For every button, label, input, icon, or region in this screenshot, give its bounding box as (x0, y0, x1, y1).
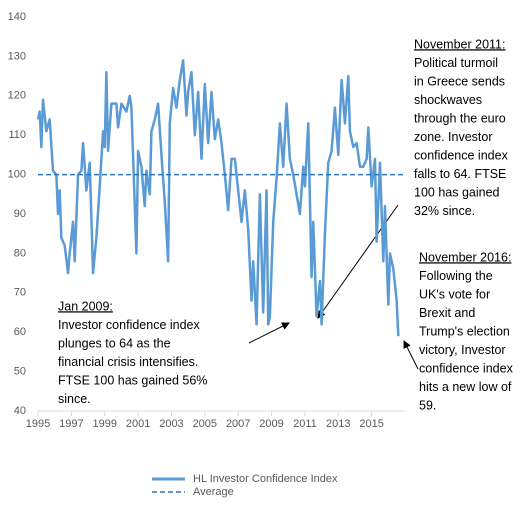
annotation-line: plunges to 64 as the (58, 336, 171, 350)
y-tick-label: 110 (8, 129, 26, 141)
x-tick-label: 2001 (126, 418, 150, 430)
annotation-line: Following the (419, 269, 493, 283)
annotation-line: since. (58, 392, 91, 406)
y-tick-label: 40 (14, 405, 26, 417)
annotation-line: confidence index (419, 361, 514, 375)
annotation-line: Investor confidence index (58, 318, 201, 332)
x-tick-label: 2009 (259, 418, 283, 430)
x-tick-label: 2015 (359, 418, 383, 430)
y-tick-label: 80 (14, 247, 26, 259)
annotation-line: 32% since. (414, 204, 475, 218)
arrows (248, 204, 419, 370)
annotation-line: FTSE 100 has gained 56% (58, 373, 207, 387)
annotation-line: Political turmoil (414, 56, 498, 70)
x-tick-label: 1995 (26, 418, 50, 430)
y-tick-label: 90 (14, 208, 26, 220)
annotation-line: zone. Investor (414, 130, 493, 144)
y-tick-label: 120 (8, 90, 26, 102)
legend-label: HL Investor Confidence Index (193, 473, 338, 485)
y-tick-label: 50 (14, 366, 26, 378)
y-tick-label: 60 (14, 326, 26, 338)
x-tick-label: 2005 (193, 418, 217, 430)
annotation-line: Trump's election (419, 324, 510, 338)
x-tick-label: 1999 (92, 418, 116, 430)
annotation-line: falls to 64. FTSE (414, 167, 506, 181)
annotation-line: 59. (419, 398, 436, 412)
annotation-line: confidence index (414, 148, 509, 162)
annotation-line: victory, Investor (419, 343, 506, 357)
annotation-line: in Greece sends (414, 74, 505, 88)
x-tick-label: 2007 (226, 418, 250, 430)
x-tick-label: 1997 (59, 418, 83, 430)
x-tick-label: 2003 (159, 418, 183, 430)
annotation-title: November 2011: (414, 37, 506, 51)
annotation-title: Jan 2009: (58, 299, 113, 313)
annotation-line: Brexit and (419, 306, 475, 320)
annotation-line: through the euro (414, 111, 506, 125)
series-line (36, 59, 400, 337)
annotation-line: UK's vote for (419, 287, 490, 301)
y-tick-label: 140 (8, 11, 26, 23)
y-tick-label: 130 (8, 50, 26, 62)
annotation-line: 100 has gained (414, 185, 500, 199)
x-tick-label: 2013 (326, 418, 350, 430)
annotation-line: hits a new low of (419, 380, 512, 394)
annotation-line: financial crisis intensifies. (58, 355, 198, 369)
legend-label: Average (193, 486, 234, 498)
x-tick-label: 2011 (293, 418, 317, 430)
y-tick-label: 70 (14, 287, 26, 299)
annotation-line: shockwaves (414, 93, 482, 107)
annotation-title: November 2016: (419, 250, 511, 264)
y-tick-label: 100 (8, 169, 26, 181)
